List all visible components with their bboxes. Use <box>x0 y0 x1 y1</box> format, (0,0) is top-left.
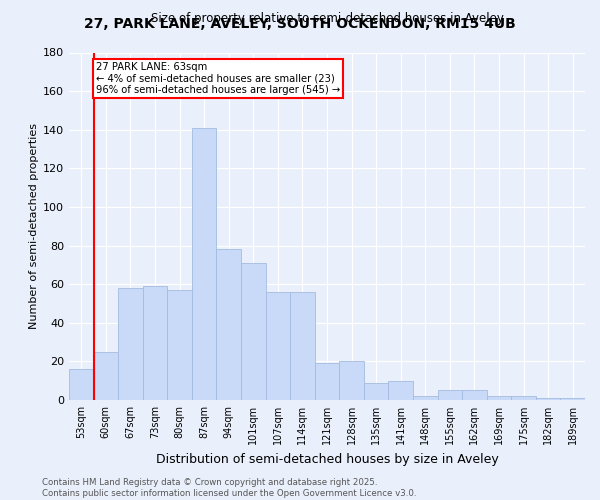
Bar <box>437 390 462 400</box>
Bar <box>487 396 511 400</box>
Bar <box>118 288 143 400</box>
Bar <box>69 369 94 400</box>
Bar <box>560 398 585 400</box>
Bar <box>241 263 266 400</box>
Bar <box>94 352 118 400</box>
Bar <box>167 290 192 400</box>
Bar <box>413 396 437 400</box>
Bar <box>290 292 315 400</box>
Bar <box>217 250 241 400</box>
Text: 27 PARK LANE: 63sqm
← 4% of semi-detached houses are smaller (23)
96% of semi-de: 27 PARK LANE: 63sqm ← 4% of semi-detache… <box>95 62 340 96</box>
Y-axis label: Number of semi-detached properties: Number of semi-detached properties <box>29 123 39 329</box>
Bar <box>364 382 388 400</box>
Bar <box>462 390 487 400</box>
Text: Contains HM Land Registry data © Crown copyright and database right 2025.
Contai: Contains HM Land Registry data © Crown c… <box>42 478 416 498</box>
Bar <box>192 128 217 400</box>
Bar <box>511 396 536 400</box>
Title: Size of property relative to semi-detached houses in Aveley: Size of property relative to semi-detach… <box>151 12 503 25</box>
Bar <box>339 362 364 400</box>
Bar <box>315 364 339 400</box>
Text: 27, PARK LANE, AVELEY, SOUTH OCKENDON, RM15 4UB: 27, PARK LANE, AVELEY, SOUTH OCKENDON, R… <box>84 18 516 32</box>
Bar <box>143 286 167 400</box>
Bar <box>388 380 413 400</box>
Bar <box>536 398 560 400</box>
Bar <box>266 292 290 400</box>
X-axis label: Distribution of semi-detached houses by size in Aveley: Distribution of semi-detached houses by … <box>155 452 499 466</box>
